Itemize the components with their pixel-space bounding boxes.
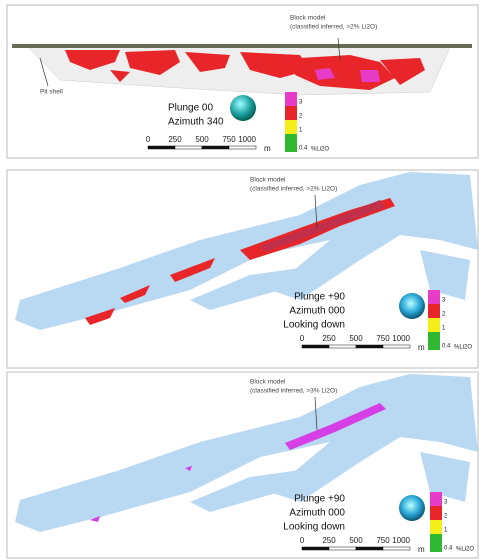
- legend-swatch: [428, 290, 440, 304]
- legend-label: 3: [442, 298, 446, 304]
- legend-unit: %Li2O: [454, 345, 472, 351]
- legend-unit: %Li2O: [456, 547, 474, 553]
- legend-swatch: [430, 520, 442, 534]
- legend-swatch: [428, 332, 440, 350]
- legend-label: 2: [299, 114, 303, 120]
- scale-unit: m: [418, 343, 425, 352]
- legend-swatch: [285, 92, 297, 106]
- legend-label: 3: [444, 500, 448, 506]
- scale-segment: [355, 546, 384, 551]
- panel-section: Block model (classified inferred, >2% Li2…: [6, 169, 479, 369]
- legend-unit: %Li2O: [311, 147, 329, 153]
- legend-swatch: [285, 106, 297, 120]
- panel-section: Block model (classified inferred, >2% Li2…: [6, 4, 479, 159]
- annotation-subtitle: (classified inferred, >2% Li2O): [250, 186, 337, 193]
- scale-label: 250: [322, 536, 336, 545]
- arrow: [314, 194, 318, 229]
- legend-swatch: [428, 318, 440, 332]
- scale-segment: [147, 145, 176, 150]
- scale-segment: [174, 145, 203, 150]
- scale-label: 750: [376, 334, 390, 343]
- topography: [12, 44, 472, 48]
- view-label: Looking down: [283, 522, 345, 533]
- scale-label: 1000: [238, 135, 256, 144]
- scale-segment: [328, 344, 357, 349]
- pit-label: Pit shell: [40, 89, 63, 96]
- scale-label: 1000: [392, 536, 410, 545]
- scale-label: 750: [222, 135, 236, 144]
- annotation-title: Block model: [250, 177, 286, 184]
- panel-section: Block model (classified inferred, >3% Li2…: [6, 371, 479, 559]
- legend-label: 0.4: [444, 546, 453, 552]
- legend-swatch: [285, 120, 297, 134]
- legend-swatch: [430, 492, 442, 506]
- annotation-title: Block model: [250, 379, 286, 386]
- legend-label: 0.4: [299, 146, 308, 152]
- legend-label: 1: [442, 326, 446, 332]
- block-model-high: [260, 200, 385, 252]
- scale-unit: m: [418, 545, 425, 554]
- legend-label: 1: [299, 128, 303, 134]
- block-model-high: [315, 68, 380, 82]
- scale-segment: [355, 344, 384, 349]
- scale-unit: m: [264, 144, 271, 153]
- scale-segment: [328, 546, 357, 551]
- arrow: [337, 37, 341, 61]
- scale-segment: [201, 145, 230, 150]
- scale-label: 0: [300, 334, 305, 343]
- legend-swatch: [430, 534, 442, 552]
- scale-label: 750: [376, 536, 390, 545]
- legend-swatch: [285, 134, 297, 152]
- legend-label: 1: [444, 528, 448, 534]
- scale-label: 1000: [392, 334, 410, 343]
- scale-segment: [382, 546, 411, 551]
- scale-label: 250: [322, 334, 336, 343]
- block-model: [90, 403, 386, 522]
- orientation-sphere: [230, 95, 256, 121]
- scale-segment: [301, 546, 330, 551]
- view-label: Azimuth 000: [289, 306, 345, 317]
- view-label: Looking down: [283, 320, 345, 331]
- legend-swatch: [430, 506, 442, 520]
- arrow: [39, 57, 49, 87]
- view-label: Azimuth 340: [168, 117, 224, 128]
- legend-label: 0.4: [442, 344, 451, 350]
- annotation-title: Block model: [290, 15, 326, 22]
- annotation-subtitle: (classified inferred, >3% Li2O): [250, 388, 337, 395]
- scale-segment: [301, 344, 330, 349]
- legend-label: 2: [444, 514, 448, 520]
- arrow: [314, 396, 318, 431]
- scale-segment: [228, 145, 257, 150]
- scale-label: 500: [195, 135, 209, 144]
- view-label: Plunge 00: [168, 103, 213, 114]
- view-label: Plunge +90: [294, 292, 345, 303]
- view-label: Plunge +90: [294, 494, 345, 505]
- scale-label: 0: [146, 135, 151, 144]
- scale-label: 250: [168, 135, 182, 144]
- scale-label: 500: [349, 334, 363, 343]
- scale-label: 500: [349, 536, 363, 545]
- orientation-sphere: [399, 495, 425, 521]
- orientation-sphere: [399, 293, 425, 319]
- legend-label: 3: [299, 100, 303, 106]
- legend-swatch: [428, 304, 440, 318]
- view-label: Azimuth 000: [289, 508, 345, 519]
- legend-label: 2: [442, 312, 446, 318]
- annotation-subtitle: (classified inferred, >2% Li2O): [290, 24, 377, 31]
- scale-segment: [382, 344, 411, 349]
- scale-label: 0: [300, 536, 305, 545]
